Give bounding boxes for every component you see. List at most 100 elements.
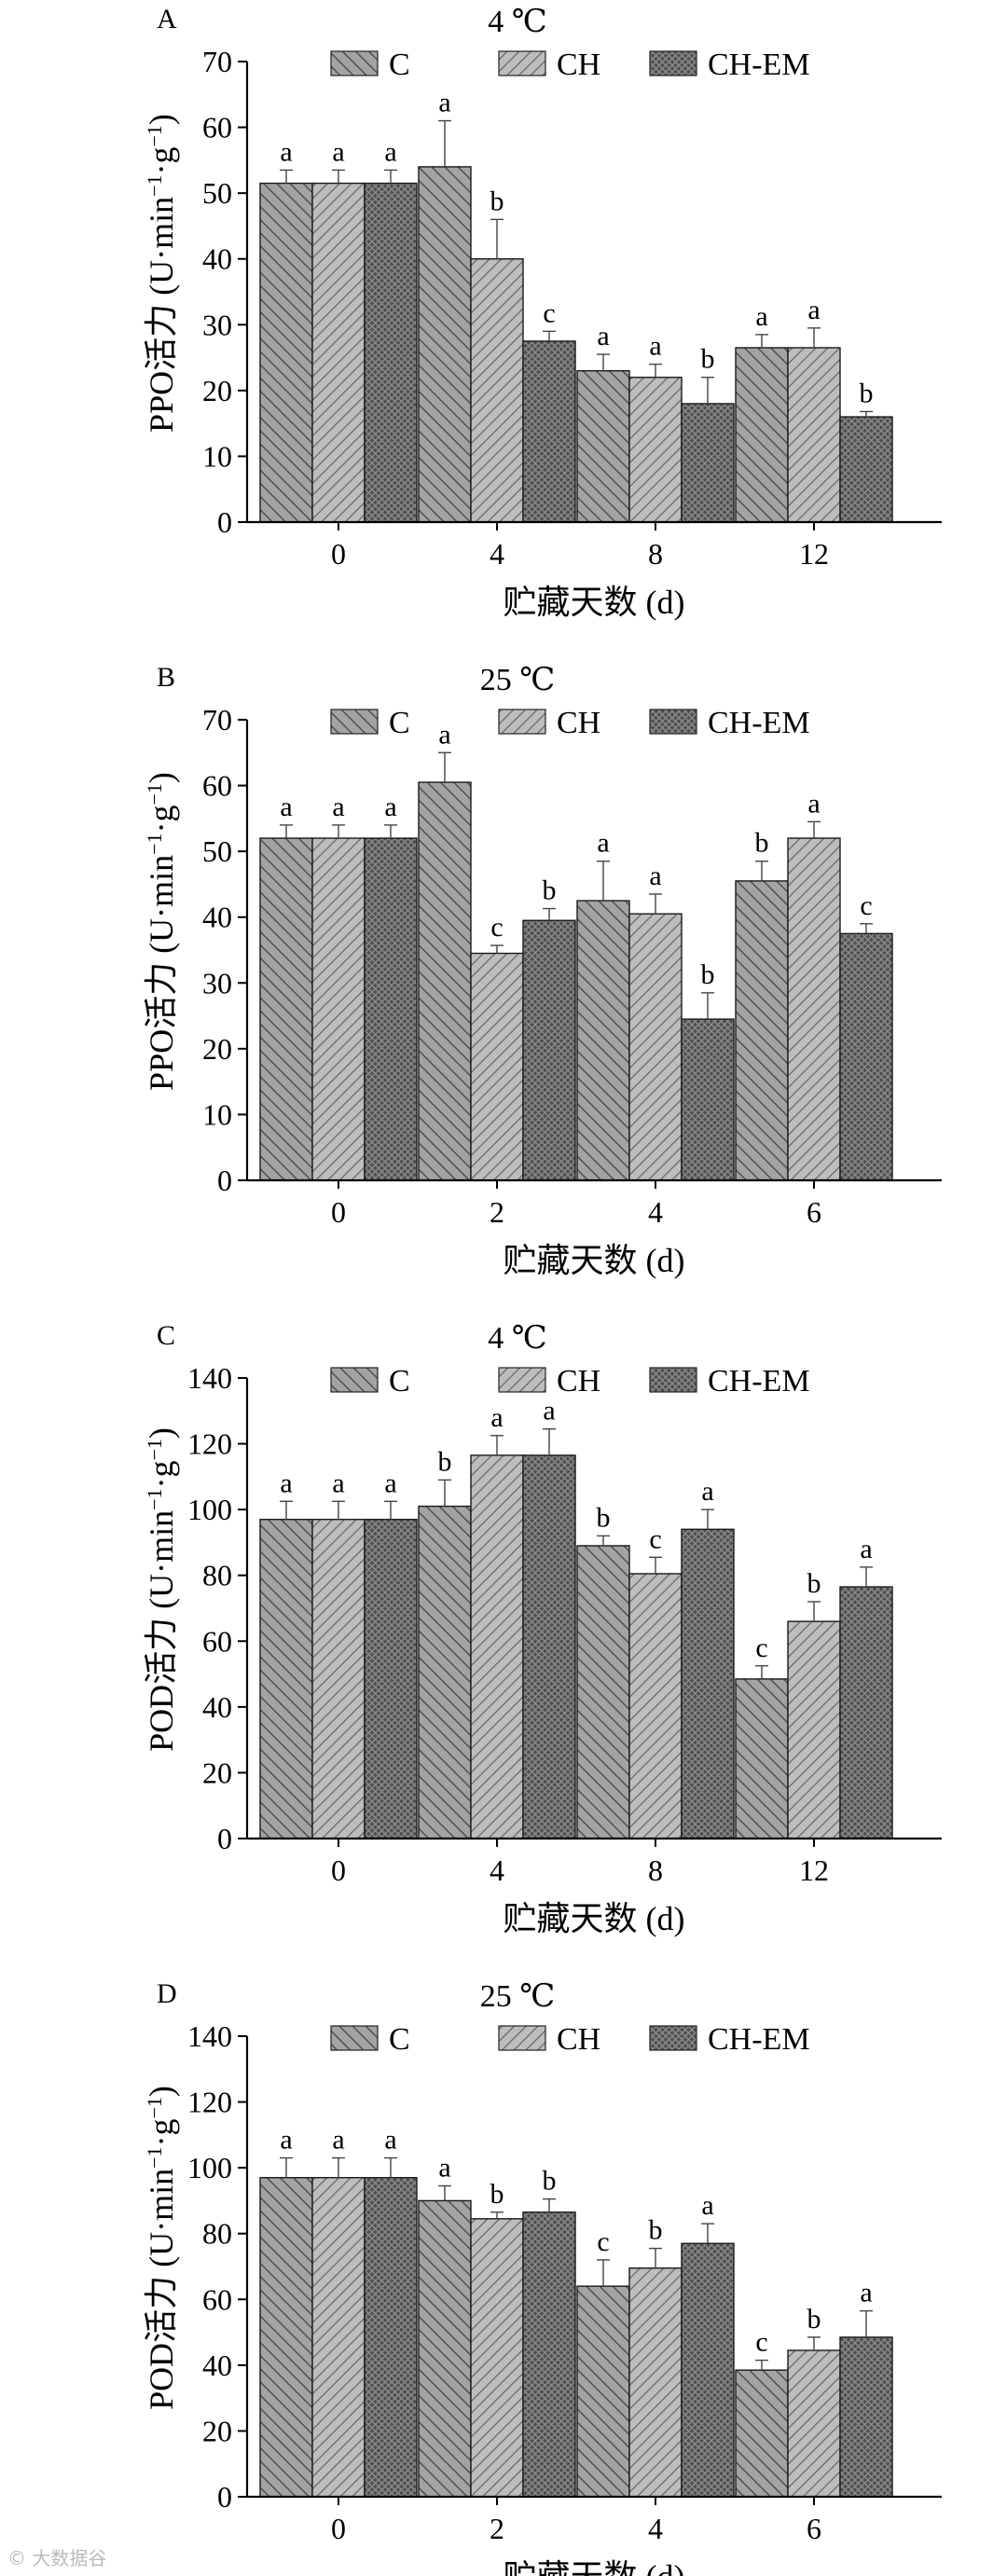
significance-letter: a xyxy=(332,2125,344,2156)
bar-ch-em xyxy=(839,1586,893,1839)
x-axis-label: 贮藏天数 (d) xyxy=(504,584,685,621)
y-tick-label: 60 xyxy=(202,1624,232,1658)
significance-letter: c xyxy=(860,890,872,921)
legend-label: C xyxy=(389,48,410,82)
bar-ch xyxy=(470,258,524,523)
bar-ch xyxy=(311,182,366,523)
significance-letter: b xyxy=(649,2215,663,2246)
bar-c xyxy=(576,1545,630,1839)
y-tick-label: 80 xyxy=(202,2217,232,2251)
bar-ch xyxy=(470,952,524,1181)
significance-letter: b xyxy=(807,2304,821,2335)
x-tick-label: 2 xyxy=(490,1195,504,1229)
legend-label: C xyxy=(389,1364,410,1398)
significance-letter: a xyxy=(860,1534,872,1564)
y-tick-label: 80 xyxy=(202,1559,232,1592)
legend-label: CH-EM xyxy=(708,1364,810,1398)
watermark-text: © 大数据谷 xyxy=(7,2547,107,2569)
bar-ch xyxy=(311,1519,366,1839)
y-tick-label: 60 xyxy=(202,111,232,145)
significance-letter: c xyxy=(543,297,555,328)
significance-letter: c xyxy=(755,1632,767,1663)
legend-swatch-c xyxy=(330,2025,379,2051)
y-tick-label: 40 xyxy=(202,1690,232,1724)
legend-swatch-ch xyxy=(498,709,546,735)
bar-ch-em xyxy=(364,1519,418,1839)
bar-c xyxy=(576,369,630,523)
bar-ch xyxy=(787,2349,841,2498)
legend-label: CH xyxy=(557,48,600,82)
legend-label: CH-EM xyxy=(708,706,810,740)
bar-ch xyxy=(787,347,841,523)
legend-swatch-ch-em xyxy=(649,1367,697,1393)
bar-ch xyxy=(470,2218,524,2498)
significance-letter: a xyxy=(807,295,820,325)
significance-letter: a xyxy=(490,1402,503,1433)
x-tick-label: 8 xyxy=(648,537,663,571)
bar-ch-em xyxy=(681,1018,735,1181)
significance-letter: a xyxy=(280,792,292,822)
x-tick-label: 0 xyxy=(331,1195,346,1229)
bar-c xyxy=(418,1505,472,1839)
bar-c xyxy=(259,2177,313,2498)
bar-ch xyxy=(787,1620,841,1839)
bar-ch-em xyxy=(681,1528,735,1839)
legend-label: CH xyxy=(557,1364,600,1398)
significance-letter: a xyxy=(543,1396,555,1426)
y-tick-label: 60 xyxy=(202,769,232,803)
legend-swatch-ch-em xyxy=(649,50,697,76)
y-tick-label: 30 xyxy=(202,966,232,999)
legend-swatch-ch xyxy=(498,2025,546,2051)
legend-label: CH-EM xyxy=(708,48,810,82)
bar-ch-em xyxy=(364,2177,418,2498)
significance-letter: a xyxy=(860,2278,872,2308)
legend-swatch-ch xyxy=(498,1367,546,1393)
significance-letter: b xyxy=(860,378,874,408)
legend-label: C xyxy=(389,706,410,740)
significance-letter: a xyxy=(597,321,609,351)
bar-ch xyxy=(311,2177,366,2498)
bar-ch xyxy=(311,837,366,1181)
x-tick-label: 12 xyxy=(799,1853,829,1887)
significance-letter: a xyxy=(438,719,450,750)
significance-letter: a xyxy=(280,2125,292,2156)
x-tick-label: 8 xyxy=(648,1853,663,1887)
significance-letter: a xyxy=(649,861,661,891)
y-tick-label: 40 xyxy=(202,901,232,934)
significance-letter: b xyxy=(543,875,557,906)
bar-ch-em xyxy=(839,932,893,1181)
y-tick-label: 0 xyxy=(217,1822,232,1855)
x-tick-label: 6 xyxy=(807,1195,821,1229)
x-tick-label: 4 xyxy=(490,537,504,571)
significance-letter: b xyxy=(490,186,504,216)
chart-panel-a: A 4 ℃ C CH CH-EM a a a 0 a b c 4 a a b 8 a a b 12 0 10 20 30 40 50… xyxy=(143,4,942,621)
bar-ch-em xyxy=(364,837,418,1181)
y-tick-label: 140 xyxy=(187,2019,232,2053)
y-tick-label: 0 xyxy=(217,1164,232,1197)
legend-swatch-c xyxy=(330,709,379,735)
panel-letter: B xyxy=(157,662,175,693)
y-axis-label: POD活力 (U·min−1·g−1) xyxy=(143,1427,180,1752)
bar-ch-em xyxy=(522,1454,576,1839)
legend-swatch-ch-em xyxy=(649,709,697,735)
significance-letter: a xyxy=(755,301,767,332)
legend-swatch-c xyxy=(330,50,379,76)
y-tick-label: 120 xyxy=(187,2086,232,2119)
y-tick-label: 60 xyxy=(202,2282,232,2316)
significance-letter: a xyxy=(701,2190,713,2221)
significance-letter: a xyxy=(332,792,344,822)
legend-label: CH xyxy=(557,2022,600,2057)
y-tick-label: 10 xyxy=(202,1097,232,1131)
y-tick-label: 40 xyxy=(202,2349,232,2382)
significance-letter: a xyxy=(280,136,292,167)
chart-title: 4 ℃ xyxy=(488,5,547,39)
bar-ch-em xyxy=(681,403,735,523)
bar-ch xyxy=(470,1454,524,1839)
x-tick-label: 2 xyxy=(490,2512,504,2545)
significance-letter: c xyxy=(649,1523,661,1554)
significance-letter: a xyxy=(384,136,396,167)
bar-c xyxy=(735,1678,789,1839)
y-tick-label: 0 xyxy=(217,505,232,539)
y-tick-label: 70 xyxy=(202,45,232,78)
